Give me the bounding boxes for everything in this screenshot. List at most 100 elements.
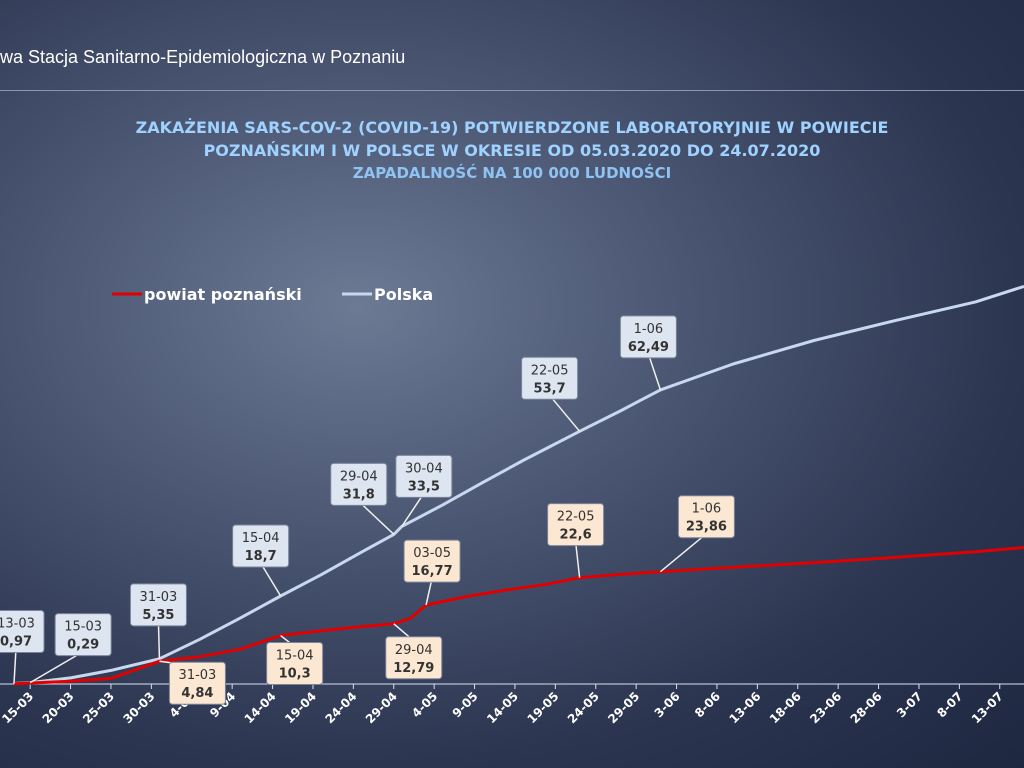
series-line-polska bbox=[13, 284, 1024, 685]
callout-polska-31-03: 31-03 5,35 bbox=[129, 583, 187, 659]
callout-value: 18,7 bbox=[245, 549, 277, 564]
x-tick-label: 24-05 bbox=[565, 689, 602, 726]
x-tick-label: 19-04 bbox=[282, 689, 319, 726]
header-institution-name: wa Stacja Sanitarno-Epidemiologiczna w P… bbox=[0, 47, 406, 67]
callout-powiat-29-04: 29-04 12,79 bbox=[385, 623, 443, 680]
legend-label-powiat: powiat poznański bbox=[144, 285, 302, 304]
chart-title-line-1: ZAKAŻENIA SARS-COV-2 (COVID-19) POTWIERD… bbox=[135, 118, 889, 137]
callout-date: 13-03 bbox=[0, 617, 35, 632]
callout-box bbox=[266, 642, 324, 686]
callout-polska-29-04: 29-04 31,8 bbox=[330, 462, 395, 535]
callout-date: 31-03 bbox=[140, 590, 178, 605]
x-tick-label: 29-04 bbox=[363, 689, 400, 726]
chart-subtitle: ZAPADALNOŚĆ NA 100 000 LUDNOŚCI bbox=[352, 164, 672, 182]
x-tick-label: 3-07 bbox=[894, 689, 925, 720]
callout-box bbox=[619, 315, 677, 359]
x-tick-label: 14-04 bbox=[242, 689, 279, 726]
callout-date: 03-05 bbox=[413, 546, 451, 561]
x-axis: 15-03 20-03 25-03 30-03 4-04 9-04 14-04 19-04 24… bbox=[0, 683, 1024, 726]
callout-box bbox=[677, 495, 735, 539]
x-tick-label: 13-06 bbox=[726, 689, 763, 726]
callout-box bbox=[129, 583, 187, 627]
callout-value: 16,77 bbox=[412, 564, 453, 579]
callout-pointer bbox=[358, 500, 395, 535]
callout-value: 12,79 bbox=[393, 661, 434, 676]
callout-powiat-22-05: 22-05 22,6 bbox=[547, 503, 605, 578]
callout-date: 29-04 bbox=[395, 643, 433, 658]
callout-pointer bbox=[259, 562, 282, 597]
callout-value: 23,86 bbox=[686, 520, 727, 535]
callout-date: 15-04 bbox=[242, 531, 280, 546]
x-tick-label: 8-07 bbox=[934, 689, 965, 720]
chart-legend: powiat poznański Polska bbox=[112, 285, 433, 304]
chart-title-line-2: POZNAŃSKIM I W POLSCE W OKRESIE OD 05.03… bbox=[203, 141, 821, 160]
x-tick-label: 20-03 bbox=[40, 689, 77, 726]
callout-value: 10,3 bbox=[279, 667, 311, 682]
callout-value: 62,49 bbox=[628, 340, 669, 355]
callout-box bbox=[330, 462, 388, 506]
x-tick-label: 25-03 bbox=[80, 689, 117, 726]
x-tick-label: 19-05 bbox=[524, 689, 561, 726]
callout-powiat-03-05: 03-05 16,77 bbox=[403, 539, 461, 606]
header-divider bbox=[0, 90, 1024, 91]
callout-date: 15-04 bbox=[276, 649, 314, 664]
callout-date: 29-04 bbox=[340, 469, 378, 484]
callout-date: 22-05 bbox=[531, 363, 569, 378]
callout-date: 1-06 bbox=[692, 502, 722, 517]
x-tick-label: 13-07 bbox=[969, 689, 1006, 726]
callout-box bbox=[395, 454, 453, 498]
callout-box bbox=[521, 356, 579, 400]
x-tick-label: 24-04 bbox=[322, 689, 359, 726]
callout-date: 31-03 bbox=[179, 668, 217, 683]
callout-value: 5,35 bbox=[142, 608, 174, 623]
callout-value: 4,84 bbox=[181, 686, 213, 701]
x-tick-label: 3-06 bbox=[652, 689, 683, 720]
callout-polska-30-04: 30-04 33,5 bbox=[395, 454, 453, 527]
callout-box bbox=[547, 503, 605, 547]
x-tick-label: 28-06 bbox=[848, 689, 885, 726]
callout-box bbox=[232, 524, 290, 568]
x-tick-label: 23-06 bbox=[807, 689, 844, 726]
callout-pointer bbox=[659, 533, 707, 573]
callout-powiat-15-04: 15-04 10,3 bbox=[266, 634, 324, 686]
x-tick-label: 9-05 bbox=[450, 689, 481, 720]
callout-pointer bbox=[574, 541, 581, 578]
callout-box bbox=[168, 661, 226, 705]
callout-value: 53,7 bbox=[534, 381, 566, 396]
callout-powiat-31-03: 31-03 4,84 bbox=[159, 660, 226, 705]
callout-pointer bbox=[401, 492, 425, 527]
callout-polska-13-03: 13-03 0,97 bbox=[0, 610, 45, 684]
callout-polska-15-03: 15-03 0,29 bbox=[29, 613, 112, 684]
callout-polska-1-06: 1-06 62,49 bbox=[619, 315, 677, 391]
series-lines bbox=[13, 284, 1024, 686]
data-callouts: 13-03 0,97 15-03 0,29 31-03 5,35 15-04 18,7 29-0… bbox=[0, 315, 735, 705]
x-tick-label: 8-06 bbox=[692, 689, 723, 720]
callout-date: 22-05 bbox=[557, 510, 595, 525]
callout-pointer bbox=[13, 648, 17, 684]
legend-label-polska: Polska bbox=[374, 285, 433, 304]
callout-pointer bbox=[549, 394, 581, 432]
callout-box bbox=[0, 610, 45, 654]
series-line-powiat bbox=[13, 546, 1024, 686]
callout-date: 1-06 bbox=[634, 322, 664, 337]
callout-value: 0,97 bbox=[0, 635, 32, 650]
callout-pointer bbox=[647, 353, 662, 391]
x-tick-label: 15-03 bbox=[0, 689, 36, 726]
callout-date: 15-03 bbox=[64, 620, 102, 635]
callout-value: 0,29 bbox=[67, 638, 99, 653]
callout-powiat-1-06: 1-06 23,86 bbox=[659, 495, 735, 573]
x-tick-label: 14-05 bbox=[484, 689, 521, 726]
x-tick-label: 4-05 bbox=[409, 689, 440, 720]
x-tick-label: 18-06 bbox=[767, 689, 804, 726]
callout-date: 30-04 bbox=[405, 461, 443, 476]
x-tick-label: 30-03 bbox=[120, 689, 157, 726]
callout-box bbox=[403, 539, 461, 583]
callout-box bbox=[385, 636, 443, 680]
callout-pointer bbox=[29, 650, 84, 684]
callout-pointer bbox=[157, 621, 161, 659]
callout-value: 33,5 bbox=[408, 479, 440, 494]
x-tick-label: 29-05 bbox=[605, 689, 642, 726]
callout-value: 31,8 bbox=[343, 487, 375, 502]
